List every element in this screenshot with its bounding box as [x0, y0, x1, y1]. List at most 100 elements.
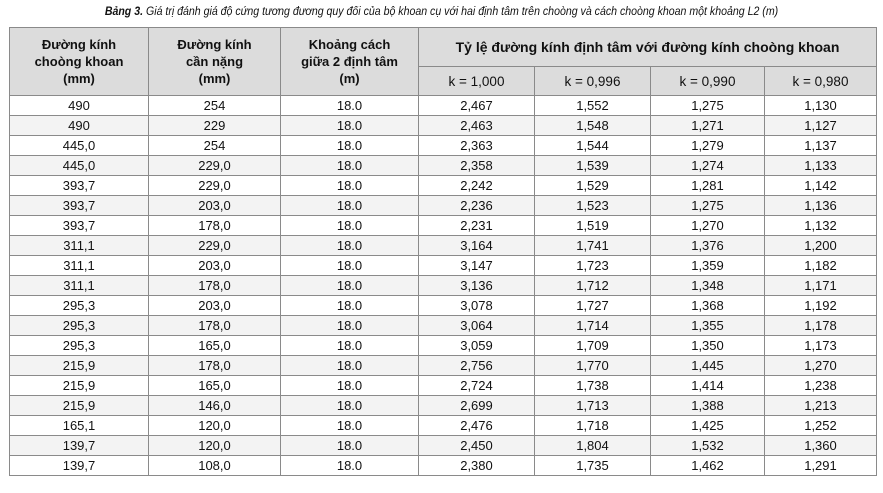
table-row: 311,1 203,0 18.0 3,147 1,723 1,359 1,182 — [9, 255, 877, 276]
table-cell: 2,358 — [418, 155, 535, 176]
table-row: 139,7 108,0 18.0 2,380 1,735 1,462 1,291 — [9, 455, 877, 476]
table-cell: 1,275 — [650, 95, 765, 116]
table-cell: 393,7 — [9, 175, 149, 196]
table-cell: 1,445 — [650, 355, 765, 376]
data-table: Đường kính choòng khoan (mm) Đường kính … — [9, 27, 877, 476]
table-cell: 1,291 — [764, 455, 877, 476]
table-cell: 3,059 — [418, 335, 535, 356]
table-cell: 445,0 — [9, 135, 149, 156]
table-cell: 1,173 — [764, 335, 877, 356]
table-cell: 1,718 — [534, 415, 651, 436]
table-cell: 3,164 — [418, 235, 535, 256]
table-cell: 178,0 — [148, 275, 281, 296]
table-cell: 18.0 — [280, 95, 419, 116]
table-cell: 2,756 — [418, 355, 535, 376]
table-cell: 1,548 — [534, 115, 651, 136]
table-cell: 2,724 — [418, 375, 535, 396]
table-cell: 1,348 — [650, 275, 765, 296]
table-cell: 178,0 — [148, 315, 281, 336]
table-cell: 1,738 — [534, 375, 651, 396]
table-cell: 165,0 — [148, 335, 281, 356]
header-k-0980: k = 0,980 — [764, 66, 877, 96]
table-cell: 18.0 — [280, 455, 419, 476]
table-cell: 1,462 — [650, 455, 765, 476]
table-row: 490 254 18.0 2,467 1,552 1,275 1,130 — [9, 95, 877, 116]
table-cell: 229,0 — [148, 235, 281, 256]
table-cell: 1,252 — [764, 415, 877, 436]
table-cell: 1,376 — [650, 235, 765, 256]
table-cell: 18.0 — [280, 255, 419, 276]
table-row: 445,0 254 18.0 2,363 1,544 1,279 1,137 — [9, 135, 877, 156]
table-cell: 18.0 — [280, 135, 419, 156]
table-row: 295,3 165,0 18.0 3,059 1,709 1,350 1,173 — [9, 335, 877, 356]
table-cell: 18.0 — [280, 275, 419, 296]
table-cell: 1,142 — [764, 175, 877, 196]
table-cell: 18.0 — [280, 395, 419, 416]
table-cell: 1,359 — [650, 255, 765, 276]
table-cell: 18.0 — [280, 235, 419, 256]
table-cell: 490 — [9, 115, 149, 136]
table-row: 311,1 229,0 18.0 3,164 1,741 1,376 1,200 — [9, 235, 877, 256]
table-cell: 1,137 — [764, 135, 877, 156]
table-cell: 1,539 — [534, 155, 651, 176]
header-text: Khoảng cách — [308, 37, 391, 52]
table-cell: 311,1 — [9, 255, 149, 276]
table-cell: 1,275 — [650, 195, 765, 216]
table-header: Đường kính choòng khoan (mm) Đường kính … — [9, 27, 877, 96]
table-cell: 311,1 — [9, 235, 149, 256]
table-row: 311,1 178,0 18.0 3,136 1,712 1,348 1,171 — [9, 275, 877, 296]
header-text: choòng khoan — [34, 54, 124, 69]
table-cell: 1,741 — [534, 235, 651, 256]
table-cell: 2,236 — [418, 195, 535, 216]
table-cell: 1,388 — [650, 395, 765, 416]
table-cell: 295,3 — [9, 315, 149, 336]
table-cell: 1,130 — [764, 95, 877, 116]
table-cell: 1,425 — [650, 415, 765, 436]
table-cell: 2,467 — [418, 95, 535, 116]
table-cell: 2,242 — [418, 175, 535, 196]
table-cell: 1,735 — [534, 455, 651, 476]
table-cell: 445,0 — [9, 155, 149, 176]
table-cell: 18.0 — [280, 435, 419, 456]
table-cell: 254 — [148, 135, 281, 156]
table-cell: 1,274 — [650, 155, 765, 176]
table-row: 445,0 229,0 18.0 2,358 1,539 1,274 1,133 — [9, 155, 877, 176]
table-row: 295,3 203,0 18.0 3,078 1,727 1,368 1,192 — [9, 295, 877, 316]
table-cell: 1,360 — [764, 435, 877, 456]
table-cell: 1,281 — [650, 175, 765, 196]
table-cell: 1,714 — [534, 315, 651, 336]
table-cell: 254 — [148, 95, 281, 116]
header-text: Đường kính — [177, 37, 252, 52]
table-cell: 1,355 — [650, 315, 765, 336]
table-cell: 215,9 — [9, 375, 149, 396]
table-row: 393,7 178,0 18.0 2,231 1,519 1,270 1,132 — [9, 215, 877, 236]
caption-text: Giá trị đánh giá độ cứng tương đương quy… — [143, 6, 779, 18]
table-cell: 18.0 — [280, 355, 419, 376]
table-cell: 295,3 — [9, 295, 149, 316]
table-cell: 1,529 — [534, 175, 651, 196]
table-cell: 311,1 — [9, 275, 149, 296]
table-row: 139,7 120,0 18.0 2,450 1,804 1,532 1,360 — [9, 435, 877, 456]
table-cell: 120,0 — [148, 435, 281, 456]
table-cell: 1,532 — [650, 435, 765, 456]
table-row: 295,3 178,0 18.0 3,064 1,714 1,355 1,178 — [9, 315, 877, 336]
table-row: 393,7 203,0 18.0 2,236 1,523 1,275 1,136 — [9, 195, 877, 216]
header-stabilizer-spacing: Khoảng cách giữa 2 định tâm (m) — [280, 27, 419, 96]
table-cell: 229 — [148, 115, 281, 136]
table-cell: 2,699 — [418, 395, 535, 416]
table-caption: Bảng 3. Giá trị đánh giá độ cứng tương đ… — [35, 0, 847, 24]
table-cell: 1,270 — [764, 355, 877, 376]
table-cell: 229,0 — [148, 155, 281, 176]
table-cell: 165,1 — [9, 415, 149, 436]
header-text: Đường kính — [41, 37, 117, 52]
table-cell: 1,523 — [534, 195, 651, 216]
table-cell: 1,368 — [650, 295, 765, 316]
header-k-0996: k = 0,996 — [534, 66, 651, 96]
table-cell: 1,238 — [764, 375, 877, 396]
table-cell: 2,363 — [418, 135, 535, 156]
table-cell: 1,279 — [650, 135, 765, 156]
header-k-0990: k = 0,990 — [650, 66, 765, 96]
table-cell: 1,271 — [650, 115, 765, 136]
table-row: 215,9 165,0 18.0 2,724 1,738 1,414 1,238 — [9, 375, 877, 396]
header-ratio-group: Tỷ lệ đường kính định tâm với đường kính… — [418, 27, 877, 67]
